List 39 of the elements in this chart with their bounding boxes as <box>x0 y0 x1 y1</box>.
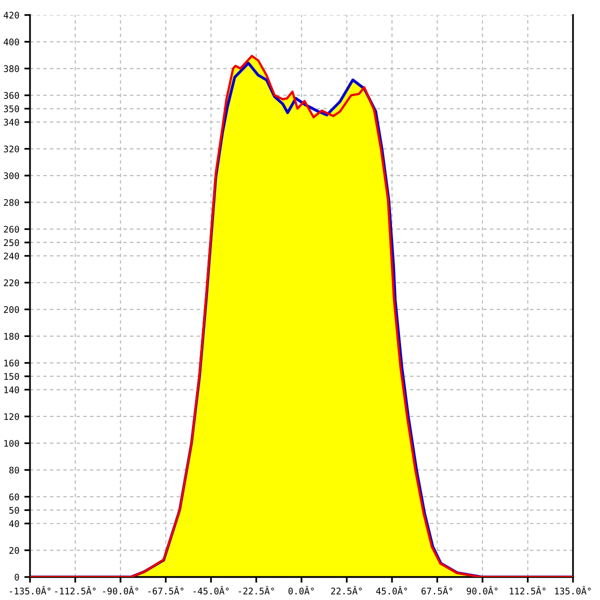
y-tick-label: 340 <box>4 118 19 126</box>
x-tick-label: -67.5Â° <box>148 586 184 594</box>
y-tick-label: 160 <box>4 360 19 366</box>
y-tick-label: 150 <box>4 373 19 380</box>
x-tick-label: -22.5Â° <box>238 586 274 594</box>
y-tick-label: 300 <box>4 172 19 180</box>
y-tick-label: 420 <box>4 12 19 19</box>
y-tick-label: 20 <box>9 547 19 554</box>
y-tick-label: 40 <box>9 520 19 528</box>
y-tick-label: 0 <box>14 574 19 581</box>
y-tick-label: 100 <box>4 440 19 447</box>
y-tick-label: 60 <box>9 493 19 500</box>
y-tick-label: 260 <box>4 226 19 233</box>
x-tick-label: -112.5Â° <box>55 586 96 594</box>
y-tick-label: 220 <box>4 279 19 286</box>
y-tick-label: 280 <box>4 199 19 206</box>
x-tick-label: 90.0Â° <box>466 586 498 594</box>
y-tick-label: 350 <box>4 105 19 112</box>
y-tick-label: 250 <box>4 239 19 246</box>
x-tick-label: 67.5Â° <box>422 586 452 594</box>
x-tick-label: 22.5Â° <box>331 586 362 594</box>
x-tick-label: -45.0Â° <box>194 586 229 594</box>
x-tick-label: 135.0Â° <box>555 586 591 594</box>
y-tick-label: 200 <box>4 306 19 313</box>
x-tick-label: 112.5Â° <box>510 586 546 594</box>
y-tick-label: 50 <box>9 506 19 514</box>
y-tick-label: 400 <box>4 38 19 46</box>
y-tick-label: 120 <box>4 413 19 420</box>
x-tick-label: -90.0Â° <box>103 586 138 594</box>
y-tick-label: 180 <box>4 332 19 340</box>
y-tick-label: 380 <box>4 65 19 72</box>
x-tick-label: -135.0Â° <box>10 586 50 594</box>
x-tick-label: 0.0Â° <box>288 586 314 594</box>
x-tick-label: 45.0Â° <box>376 586 407 594</box>
y-tick-label: 140 <box>4 386 19 394</box>
y-tick-label: 360 <box>4 92 19 99</box>
y-tick-label: 240 <box>4 252 19 260</box>
y-tick-label: 320 <box>4 146 19 152</box>
y-tick-label: 80 <box>9 466 19 474</box>
